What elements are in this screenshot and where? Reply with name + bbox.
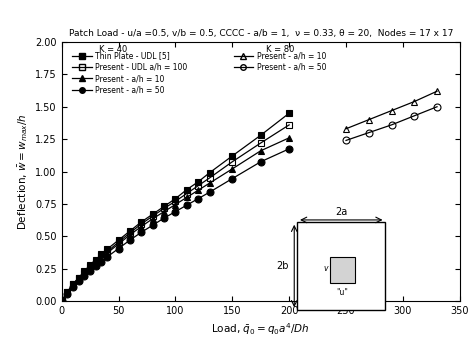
Title: Patch Load - u/a =0.5, v/b = 0.5, CCCC - a/b = 1,  ν = 0.33, θ = 20,  Nodes = 17: Patch Load - u/a =0.5, v/b = 0.5, CCCC -…	[69, 29, 453, 38]
Text: "u": "u"	[337, 288, 348, 296]
X-axis label: Load, $\bar{q}_0 = q_0 a^4/Dh$: Load, $\bar{q}_0 = q_0 a^4/Dh$	[211, 321, 310, 337]
Text: 2b: 2b	[276, 261, 288, 271]
Legend: Present - a/h = 10, Present - a/h = 50: Present - a/h = 10, Present - a/h = 50	[231, 48, 329, 75]
Text: v: v	[323, 265, 328, 273]
Text: K = 40: K = 40	[99, 44, 128, 54]
Y-axis label: Deflection, $\bar{w} = w_{max}/h$: Deflection, $\bar{w} = w_{max}/h$	[16, 113, 29, 230]
Text: K = 80: K = 80	[266, 44, 295, 54]
Text: 2a: 2a	[335, 207, 347, 217]
FancyBboxPatch shape	[329, 257, 355, 283]
FancyBboxPatch shape	[297, 222, 385, 310]
